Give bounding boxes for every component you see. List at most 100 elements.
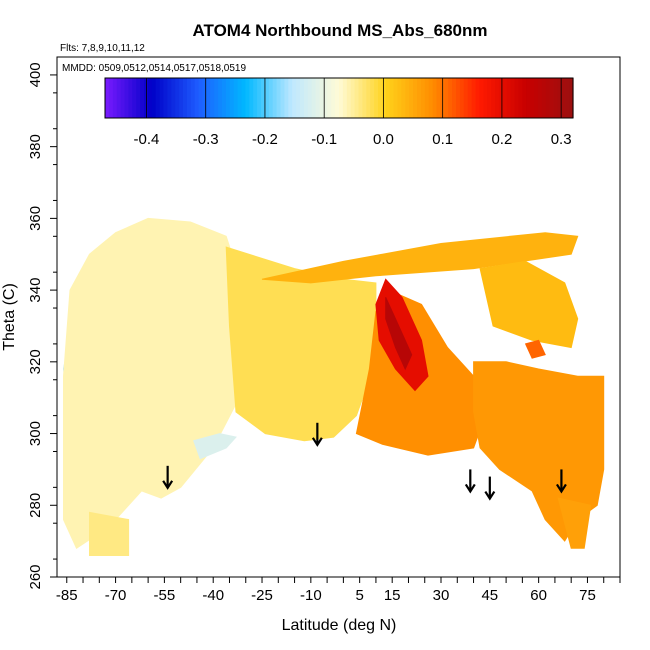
colorbar-cell — [257, 78, 262, 118]
colorbar-cell — [569, 78, 574, 118]
colorbar-cell — [339, 78, 344, 118]
x-tick-label: -85 — [56, 587, 78, 604]
colorbar-cell — [541, 78, 547, 118]
colorbar-cell — [112, 78, 118, 118]
colorbar-cell — [237, 78, 243, 118]
colorbar: -0.4 -0.3 -0.2 -0.1 0.0 0.1 0.2 0.3 — [104, 77, 574, 148]
colorbar-cell — [331, 78, 336, 118]
colorbar-cell — [264, 78, 270, 118]
colorbar-cell — [300, 78, 305, 118]
colorbar-cell — [245, 78, 250, 118]
x-tick-label: 45 — [481, 587, 498, 604]
colorbar-cell — [495, 78, 500, 118]
x-tick-label: 75 — [579, 587, 596, 604]
region-top-warm-band — [261, 232, 579, 284]
colorbar-cell — [128, 78, 133, 118]
data-layer — [62, 217, 605, 556]
colorbar-tick-label: 0.2 — [491, 131, 512, 148]
colorbar-cell — [522, 78, 527, 118]
y-tick-label: 320 — [27, 349, 44, 374]
colorbar-cell — [417, 78, 422, 118]
colorbar-cell — [190, 78, 196, 118]
colorbar-cell — [210, 78, 215, 118]
x-tick-label: 30 — [433, 587, 450, 604]
region-northern-light — [479, 260, 579, 349]
colorbar-cell — [202, 78, 207, 118]
colorbar-cell — [428, 78, 434, 118]
colorbar-cell — [456, 78, 461, 118]
y-tick-label: 380 — [27, 134, 44, 159]
colorbar-cell — [448, 78, 453, 118]
colorbar-cell — [222, 78, 227, 118]
x-tick-label: -40 — [202, 587, 224, 604]
colorbar-cell — [381, 78, 387, 118]
colorbar-cell — [194, 78, 200, 118]
colorbar-cell — [362, 78, 367, 118]
colorbar-tick-label: 0.1 — [432, 131, 453, 148]
colorbar-cell — [116, 78, 122, 118]
colorbar-cell — [471, 78, 477, 118]
colorbar-cell — [565, 78, 570, 118]
colorbar-cell — [284, 78, 289, 118]
colorbar-cell — [479, 78, 484, 118]
colorbar-cell — [120, 78, 126, 118]
colorbar-cell — [214, 78, 219, 118]
colorbar-cell — [151, 78, 157, 118]
x-tick-label: 60 — [530, 587, 547, 604]
y-tick-label: 280 — [27, 493, 44, 518]
arrow-marker — [484, 476, 496, 501]
colorbar-cell — [354, 78, 360, 118]
colorbar-cell — [171, 78, 176, 118]
colorbar-cell — [424, 78, 430, 118]
colorbar-cell — [401, 78, 406, 118]
colorbar-cell — [175, 78, 180, 118]
colorbar-cell — [335, 78, 340, 118]
colorbar-cell — [459, 78, 465, 118]
colorbar-cell — [167, 78, 172, 118]
colorbar-cell — [405, 78, 410, 118]
colorbar-cell — [311, 78, 317, 118]
arrow-marker — [162, 465, 174, 490]
colorbar-cell — [487, 78, 492, 118]
colorbar-cell — [241, 78, 246, 118]
colorbar-cell — [467, 78, 473, 118]
colorbar-cell — [159, 78, 165, 118]
colorbar-cell — [233, 78, 239, 118]
colorbar-cell — [124, 78, 129, 118]
colorbar-tick-label: -0.4 — [134, 131, 160, 148]
colorbar-cell — [526, 78, 531, 118]
x-tick-label: -25 — [251, 587, 273, 604]
arrow-marker — [311, 422, 323, 447]
colorbar-tick-label: 0.3 — [551, 131, 572, 148]
colorbar-cell — [358, 78, 363, 118]
dates-note: MMDD: 0509,0512,0514,0517,0518,0519 — [62, 63, 246, 74]
colorbar-cell — [225, 78, 231, 118]
colorbar-cell — [475, 78, 480, 118]
colorbar-cell — [276, 78, 282, 118]
colorbar-tick-label: 0.0 — [373, 131, 394, 148]
region-orange-patch — [524, 339, 546, 359]
y-tick-label: 360 — [27, 206, 44, 231]
colorbar-cell — [545, 78, 551, 118]
colorbar-cell — [350, 78, 356, 118]
colorbar-cell — [253, 78, 258, 118]
colorbar-cell — [327, 78, 332, 118]
region-red-inner — [385, 297, 413, 371]
colorbar-cell — [389, 78, 395, 118]
colorbar-cell — [249, 78, 254, 118]
colorbar-cell — [229, 78, 235, 118]
colorbar-cell — [315, 78, 321, 118]
colorbar-cell — [346, 78, 352, 118]
colorbar-cell — [288, 78, 293, 118]
y-tick-label: 400 — [27, 62, 44, 87]
colorbar-cell — [261, 78, 266, 118]
colorbar-cell — [105, 78, 110, 118]
colorbar-cell — [342, 78, 348, 118]
colorbar-cell — [307, 78, 313, 118]
colorbar-cell — [378, 78, 383, 118]
colorbar-border — [104, 77, 574, 119]
flights-note: Flts: 7,8,9,10,11,12 — [60, 43, 145, 54]
colorbar-cell — [452, 78, 457, 118]
y-tick-label: 260 — [27, 564, 44, 589]
